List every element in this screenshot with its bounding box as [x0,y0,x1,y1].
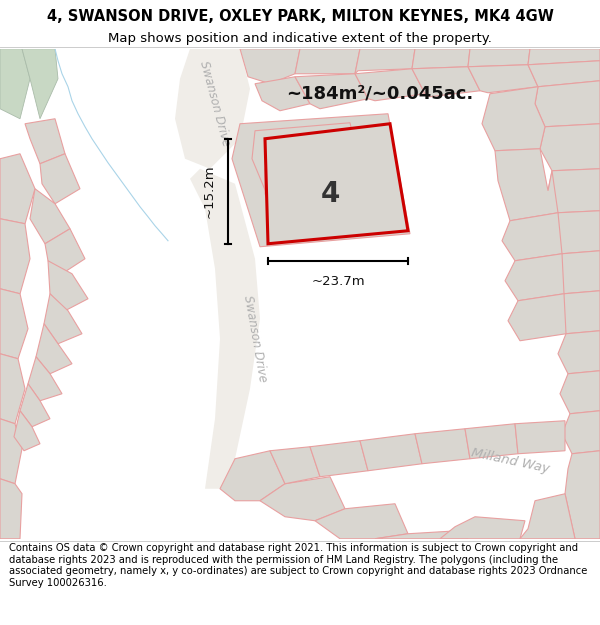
Polygon shape [415,429,470,464]
Polygon shape [45,229,85,274]
Polygon shape [175,49,250,169]
Text: 4, SWANSON DRIVE, OXLEY PARK, MILTON KEYNES, MK4 4GW: 4, SWANSON DRIVE, OXLEY PARK, MILTON KEY… [47,9,553,24]
Polygon shape [515,421,565,454]
Polygon shape [255,77,310,111]
Polygon shape [535,81,600,127]
Polygon shape [412,49,470,69]
Polygon shape [412,67,480,97]
Polygon shape [554,251,600,294]
Polygon shape [560,371,600,414]
Polygon shape [440,517,525,539]
Polygon shape [565,451,600,539]
Polygon shape [0,289,28,359]
Polygon shape [548,169,600,212]
Text: ~184m²/~0.045ac.: ~184m²/~0.045ac. [286,85,473,102]
Polygon shape [360,434,422,471]
Polygon shape [495,149,558,221]
Text: Swanson Drive: Swanson Drive [241,294,269,383]
Polygon shape [355,49,415,74]
Polygon shape [252,122,368,214]
Polygon shape [190,169,260,489]
Polygon shape [502,213,562,261]
Polygon shape [520,494,575,539]
Polygon shape [260,477,345,521]
Polygon shape [528,49,600,65]
Polygon shape [355,69,425,101]
Polygon shape [265,161,355,229]
Polygon shape [0,419,22,484]
Polygon shape [28,357,62,401]
Polygon shape [468,49,530,67]
Text: ~23.7m: ~23.7m [311,275,365,288]
Polygon shape [265,124,408,244]
Text: Swanson Drive: Swanson Drive [197,59,233,148]
Polygon shape [310,441,368,477]
Polygon shape [556,291,600,334]
Polygon shape [468,65,538,92]
Polygon shape [0,354,25,424]
Polygon shape [315,504,408,539]
Polygon shape [375,531,468,539]
Text: 4: 4 [320,180,340,208]
Polygon shape [295,49,360,74]
Polygon shape [558,331,600,374]
Polygon shape [540,124,600,171]
Polygon shape [0,219,30,294]
Text: Map shows position and indicative extent of the property.: Map shows position and indicative extent… [108,32,492,45]
Polygon shape [562,411,600,454]
Text: Milland Way: Milland Way [470,446,550,476]
Polygon shape [20,384,50,427]
Text: ~15.2m: ~15.2m [203,164,216,218]
Polygon shape [270,447,320,484]
Polygon shape [30,189,70,244]
Polygon shape [48,261,88,311]
Polygon shape [220,451,285,501]
Polygon shape [14,411,40,451]
Polygon shape [465,424,518,459]
Polygon shape [0,154,35,224]
Polygon shape [508,294,566,341]
Polygon shape [552,211,600,254]
Polygon shape [232,114,410,247]
Polygon shape [0,479,22,539]
Polygon shape [240,49,300,84]
Polygon shape [22,49,58,119]
Polygon shape [40,154,80,204]
Polygon shape [36,324,72,374]
Polygon shape [528,61,600,87]
Polygon shape [295,74,368,109]
Polygon shape [0,49,30,119]
Text: Contains OS data © Crown copyright and database right 2021. This information is : Contains OS data © Crown copyright and d… [9,543,587,588]
Polygon shape [25,119,65,164]
Polygon shape [44,294,82,344]
Polygon shape [505,254,564,301]
Polygon shape [482,87,545,151]
